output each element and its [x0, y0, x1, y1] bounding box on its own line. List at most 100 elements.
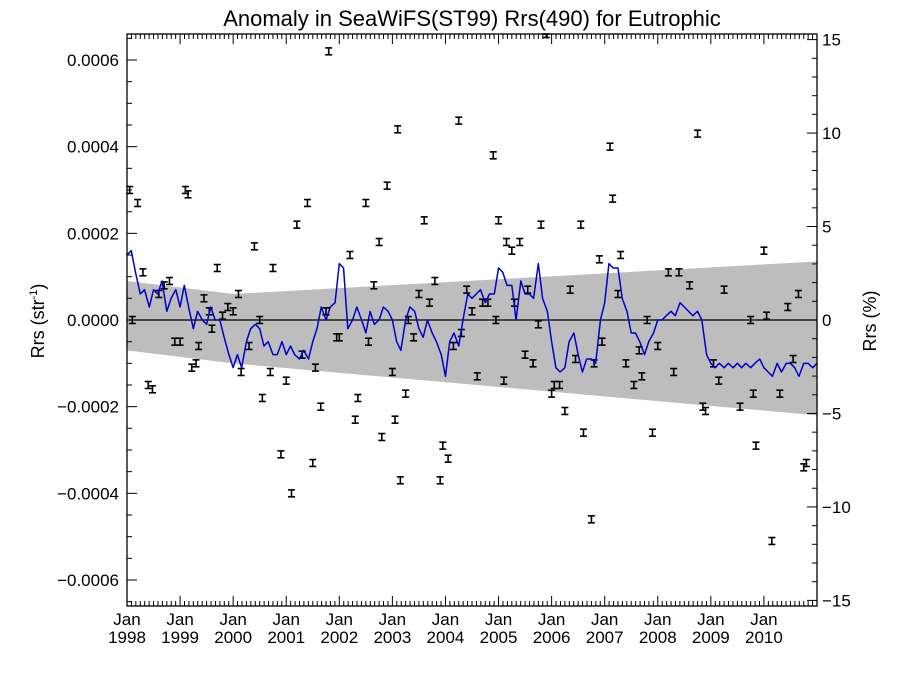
- errorbar-point: [317, 402, 325, 411]
- y-axis-right: 15 10 5 0 −5 −10 −15: [807, 31, 851, 610]
- y-right-tick-label: 10: [822, 124, 841, 143]
- errorbar-point: [396, 476, 404, 485]
- x-tick-year-label: 2001: [267, 628, 305, 647]
- chart-title: Anomaly in SeaWiFS(ST99) Rrs(490) for Eu…: [223, 6, 721, 31]
- errorbar-point: [768, 536, 776, 546]
- uncertainty-band-group: [127, 261, 817, 416]
- errorbar-point: [165, 276, 173, 286]
- x-tick-month-label: Jan: [750, 610, 777, 629]
- x-tick-year-label: 2010: [745, 628, 783, 647]
- errorbar-point: [516, 237, 524, 247]
- errorbar-point: [500, 376, 508, 385]
- errorbar-point: [402, 389, 410, 398]
- uncertainty-band: [127, 261, 817, 416]
- y-tick-label: 0.0002: [67, 224, 119, 243]
- errorbar-point: [617, 250, 625, 260]
- x-tick-year-label: 2008: [639, 628, 677, 647]
- y-tick-label: −0.0002: [57, 398, 119, 417]
- errorbar-point: [148, 385, 156, 394]
- errorbar-point: [752, 441, 760, 450]
- errorbar-point: [614, 289, 622, 299]
- errorbar-point: [794, 289, 802, 299]
- errorbar-point: [346, 250, 354, 260]
- y-right-tick-label: −5: [822, 404, 841, 423]
- y-axis-label-left: Rrs (str-1): [28, 284, 48, 359]
- x-tick-month-label: Jan: [644, 610, 671, 629]
- errorbar-point: [749, 389, 757, 398]
- errorbar-point: [370, 281, 378, 290]
- errorbar-point: [736, 402, 744, 411]
- errorbar-point: [335, 333, 343, 342]
- errorbar-point: [484, 298, 492, 307]
- x-tick-month-label: Jan: [326, 610, 353, 629]
- errorbar-point: [492, 315, 500, 325]
- errorbar-point: [643, 315, 651, 325]
- errorbar-point: [200, 294, 208, 303]
- x-tick-year-label: 2000: [214, 628, 252, 647]
- x-tick-month-label: Jan: [379, 610, 406, 629]
- errorbar-point: [309, 458, 317, 468]
- smoothed-line: [126, 249, 818, 378]
- errorbar-point: [383, 181, 391, 190]
- x-tick-month-label: Jan: [166, 610, 193, 629]
- errorbar-point: [654, 341, 662, 351]
- errorbar-point: [431, 276, 439, 286]
- errorbar-point: [747, 315, 755, 325]
- x-tick-month-label: Jan: [591, 610, 618, 629]
- errorbar-point: [269, 263, 277, 273]
- errorbar-point: [266, 367, 274, 377]
- y-right-tick-label: 15: [822, 31, 841, 50]
- errorbar-point: [256, 315, 264, 325]
- errorbar-point: [311, 363, 319, 372]
- errorbar-point: [192, 359, 200, 368]
- errorbar-point: [675, 268, 683, 277]
- errorbar-point: [375, 237, 383, 247]
- errorbar-point: [694, 129, 702, 138]
- errorbar-point: [426, 298, 434, 307]
- errorbar-point: [508, 246, 516, 255]
- errorbar-point: [229, 307, 237, 316]
- errorbar-point: [789, 354, 797, 364]
- errorbar-point: [404, 315, 412, 325]
- errorbar-point: [763, 311, 771, 320]
- errorbar-point: [606, 142, 614, 151]
- errorbar-point: [802, 458, 810, 468]
- y-axis-left: 0.0006 0.0004 0.0002 0.0000 −0.0002 −0.0004 −0…: [57, 37, 137, 603]
- x-tick-month-label: Jan: [697, 610, 724, 629]
- errorbar-point: [282, 376, 290, 385]
- errorbar-point: [195, 341, 203, 351]
- errorbar-point: [638, 372, 646, 381]
- errorbar-point: [503, 237, 510, 247]
- errorbar-point: [234, 289, 242, 299]
- errorbar-point: [630, 380, 638, 390]
- errorbar-point: [303, 198, 311, 208]
- errorbar-point: [365, 337, 372, 346]
- errorbar-point: [548, 389, 556, 398]
- errorbar-point: [134, 198, 142, 208]
- errorbar-point: [648, 428, 656, 437]
- x-tick-year-label: 2004: [427, 628, 465, 647]
- errorbar-point: [715, 376, 723, 385]
- errorbar-point: [188, 363, 196, 372]
- errorbar-point: [415, 289, 423, 299]
- errorbar-point: [495, 216, 503, 225]
- errorbar-point: [622, 359, 630, 368]
- errorbar-point: [577, 220, 585, 229]
- errorbar-point: [686, 281, 694, 290]
- errorbar-point: [436, 476, 444, 485]
- x-tick-year-label: 2005: [480, 628, 518, 647]
- y-right-tick-label: 5: [822, 218, 831, 237]
- x-tick-month-label: Jan: [219, 610, 246, 629]
- y-axis-label-close: ): [28, 284, 48, 290]
- errorbar-point: [489, 151, 497, 160]
- errorbar-point: [609, 194, 617, 203]
- errorbar-point: [784, 302, 792, 312]
- x-tick-year-label: 1999: [161, 628, 199, 647]
- errorbar-point: [561, 406, 569, 416]
- x-tick-month-label: Jan: [485, 610, 512, 629]
- errorbar-point: [670, 367, 678, 377]
- errorbar-point: [293, 220, 301, 229]
- errorbar-point: [444, 454, 452, 463]
- x-axis: Jan1998Jan1999Jan2000Jan2001Jan2002Jan20…: [108, 34, 818, 647]
